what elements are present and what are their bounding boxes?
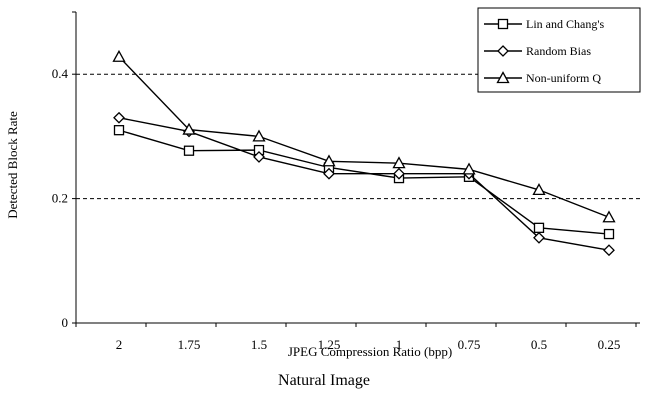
x-axis-label: JPEG Compression Ratio (bpp) <box>288 344 452 359</box>
legend-label: Lin and Chang's <box>526 17 604 31</box>
triangle-marker <box>112 49 126 62</box>
triangle-marker <box>322 154 336 167</box>
chart-caption: Natural Image <box>278 372 370 389</box>
x-tick-label: 1.75 <box>178 337 201 352</box>
triangle-marker <box>602 210 616 223</box>
gridlines <box>76 73 640 200</box>
series-line <box>118 56 610 218</box>
triangle-marker <box>462 162 476 175</box>
legend-label: Non-uniform Q <box>526 71 601 85</box>
diamond-marker <box>603 244 615 257</box>
square-marker <box>603 228 615 240</box>
legend: Lin and Chang's Random Bias Non-uniform Q <box>477 7 641 93</box>
x-tick-label: 2 <box>116 337 123 352</box>
series-lin-and-chang-s <box>113 125 615 240</box>
x-tick-label: 1 <box>396 337 403 352</box>
y-axis-label: Detected Block Rate <box>5 111 20 219</box>
legend-label: Random Bias <box>526 44 591 58</box>
diamond-marker <box>533 231 545 244</box>
triangle-marker <box>252 129 266 142</box>
y-tick-label: 0.4 <box>52 66 69 81</box>
y-tick-label: 0.2 <box>52 191 68 206</box>
diamond-marker <box>113 111 125 124</box>
x-tick-label: 0.75 <box>458 337 481 352</box>
square-marker <box>533 222 545 233</box>
square-marker <box>113 125 125 136</box>
triangle-marker <box>532 183 546 196</box>
diamond-marker <box>253 151 265 163</box>
x-tick-label: 1.5 <box>251 337 267 352</box>
series-line <box>118 117 610 251</box>
diamond-marker <box>393 167 405 180</box>
triangle-marker <box>392 156 406 169</box>
square-marker <box>183 145 195 156</box>
x-tick-label: 0.25 <box>598 337 621 352</box>
triangle-marker <box>182 122 196 135</box>
square-marker <box>497 18 509 30</box>
tick-labels: 0 0.2 0.4 2 1.75 1.5 1.25 1 0.75 0.5 0.25 <box>52 66 621 352</box>
diamond-marker <box>323 167 335 180</box>
x-tick-label: 0.5 <box>531 337 547 352</box>
triangle-marker <box>496 71 510 84</box>
x-tick-label: 1.25 <box>318 337 341 352</box>
y-tick-label: 0 <box>62 315 69 330</box>
series-non-uniform-q <box>112 49 616 223</box>
axes <box>72 11 640 327</box>
diamond-marker <box>497 45 509 57</box>
series-line <box>118 129 610 235</box>
series-group <box>112 49 616 257</box>
